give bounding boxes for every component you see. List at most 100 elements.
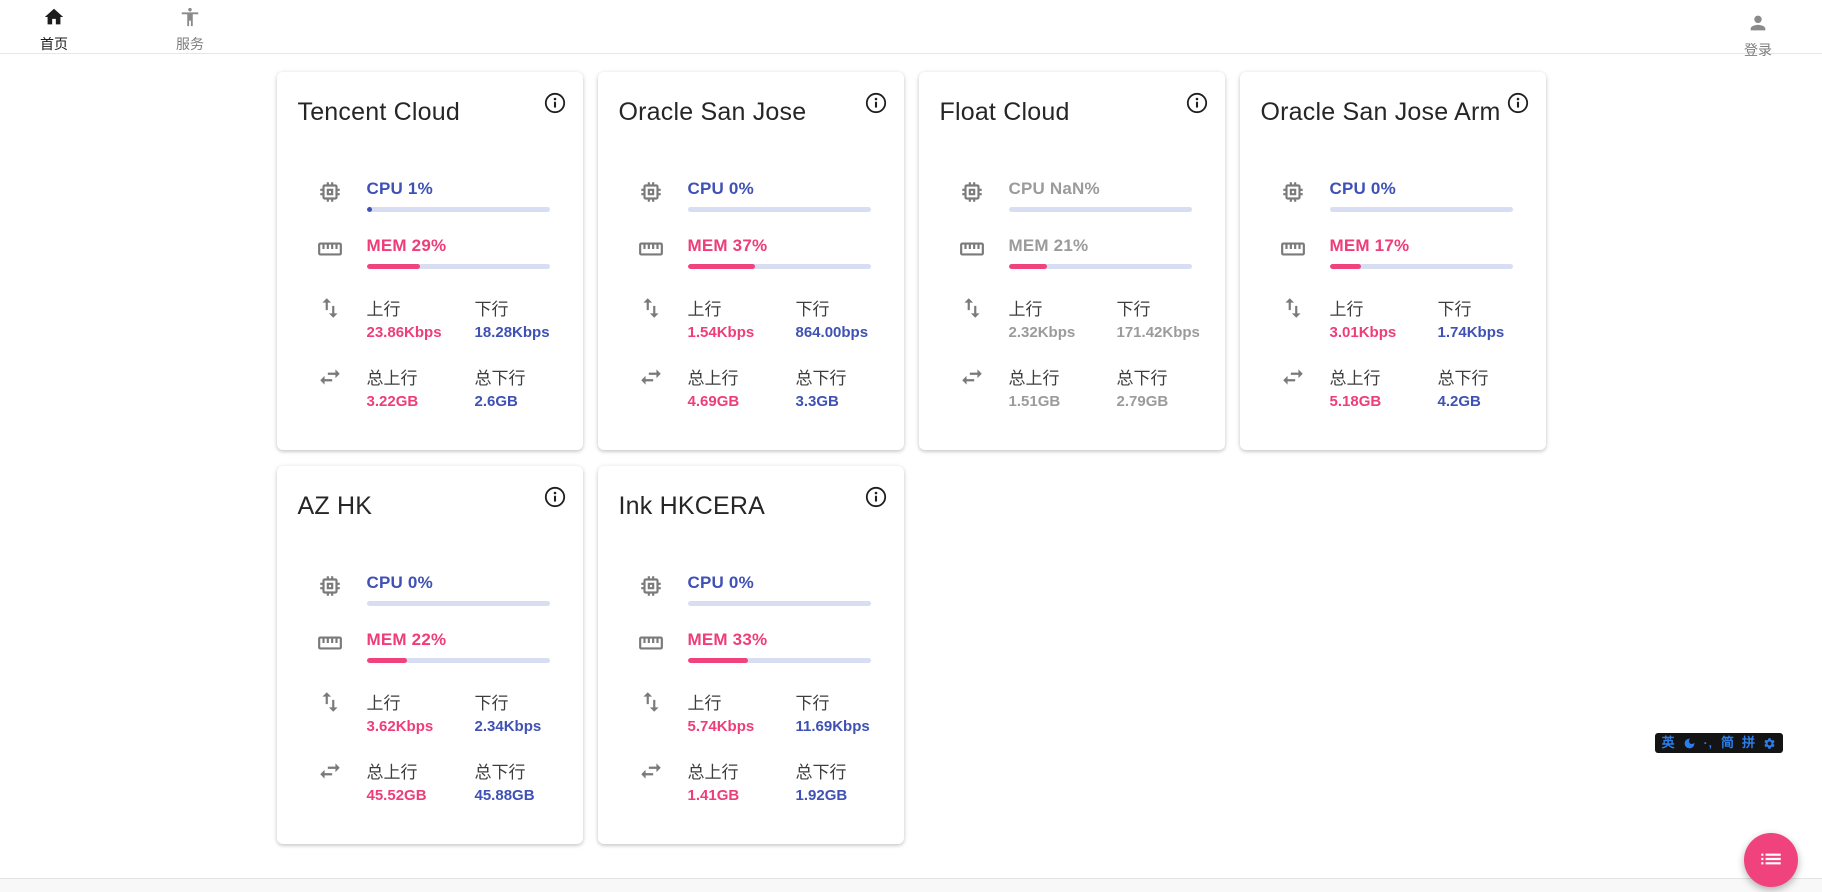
memory-ruler-icon <box>1256 236 1330 262</box>
cpu-chip-icon <box>293 573 367 599</box>
info-icon[interactable] <box>1506 91 1530 115</box>
nav-services-label: 服务 <box>176 35 204 52</box>
net-total-row: 总上行 3.22GB 总下行 2.6GB <box>293 364 550 410</box>
up-down-arrows-icon <box>935 295 1009 321</box>
memory-ruler-icon <box>935 236 1009 262</box>
server-card: AZ HK CPU 0% MEM <box>276 466 583 844</box>
server-name: Float Cloud <box>939 98 1070 126</box>
top-nav: 首页 服务 登录 <box>0 0 1822 58</box>
swap-arrows-icon <box>614 758 688 784</box>
mem-label: MEM 37% <box>687 236 768 255</box>
info-icon[interactable] <box>543 485 567 509</box>
cpu-chip-icon <box>293 179 367 205</box>
server-card: Oracle San Jose CPU 0% <box>597 72 904 450</box>
nav-login-label: 登录 <box>1744 42 1772 58</box>
cpu-row: CPU 0% <box>614 179 871 212</box>
nav-item-home[interactable]: 首页 <box>22 0 86 54</box>
upload-label: 上行 <box>366 300 401 319</box>
total-upload-value: 1.51GB <box>1008 393 1061 410</box>
download-speed: 18.28Kbps <box>474 324 550 341</box>
server-stats: CPU 0% MEM 17% <box>1240 179 1546 410</box>
total-upload-label: 总上行 <box>366 763 418 782</box>
cpu-chip-icon <box>1256 179 1330 205</box>
ime-simplified-toggle[interactable]: 简 <box>1720 735 1734 750</box>
upload-label: 上行 <box>687 694 722 713</box>
mem-progress-bar <box>1329 264 1513 269</box>
upload-speed: 1.54Kbps <box>687 324 755 341</box>
cpu-progress-bar <box>1008 207 1192 212</box>
total-upload-label: 总上行 <box>687 763 739 782</box>
net-speed-row: 上行 2.32Kbps 下行 171.42Kbps <box>935 295 1200 341</box>
cpu-row: CPU 0% <box>1256 179 1513 212</box>
nav-item-login[interactable]: 登录 <box>1726 6 1790 60</box>
server-card: Tencent Cloud CPU 1% <box>276 72 583 450</box>
cpu-progress-bar <box>1329 207 1513 212</box>
info-icon[interactable] <box>864 485 888 509</box>
person-icon <box>1747 12 1769 39</box>
upload-speed: 3.62Kbps <box>366 718 434 735</box>
server-name: Ink HKCERA <box>618 492 765 520</box>
total-download-value: 3.3GB <box>795 393 839 410</box>
ime-language-toggle[interactable]: 英 <box>1661 735 1675 750</box>
total-download-value: 1.92GB <box>795 787 848 804</box>
moon-icon[interactable] <box>1683 737 1696 750</box>
net-speed-row: 上行 3.01Kbps 下行 1.74Kbps <box>1256 295 1513 341</box>
mem-label: MEM 29% <box>366 236 447 255</box>
download-label: 下行 <box>474 300 509 319</box>
total-download-value: 2.79GB <box>1116 393 1169 410</box>
nav-item-services[interactable]: 服务 <box>158 0 222 54</box>
server-list-fab[interactable] <box>1744 833 1798 887</box>
cpu-progress-bar <box>687 601 871 606</box>
download-speed: 864.00bps <box>795 324 869 341</box>
download-label: 下行 <box>474 694 509 713</box>
total-download-label: 总下行 <box>795 369 847 388</box>
server-stats: CPU 0% MEM 33% <box>598 573 904 804</box>
mem-row: MEM 33% <box>614 630 871 663</box>
upload-speed: 3.01Kbps <box>1329 324 1397 341</box>
total-upload-value: 3.22GB <box>366 393 419 410</box>
cpu-label: CPU 0% <box>1329 179 1396 198</box>
download-speed: 11.69Kbps <box>795 718 870 735</box>
ime-punctuation-toggle[interactable]: ·, <box>1703 736 1713 750</box>
cpu-label: CPU 0% <box>687 573 754 592</box>
mem-row: MEM 37% <box>614 236 871 269</box>
download-label: 下行 <box>1116 300 1151 319</box>
info-icon[interactable] <box>543 91 567 115</box>
net-total-row: 总上行 45.52GB 总下行 45.88GB <box>293 758 550 804</box>
mem-progress-bar <box>687 264 871 269</box>
net-total-row: 总上行 1.51GB 总下行 2.79GB <box>935 364 1192 410</box>
mem-progress-bar <box>687 658 871 663</box>
total-upload-label: 总上行 <box>1329 369 1381 388</box>
cpu-row: CPU 0% <box>293 573 550 606</box>
mem-progress-bar <box>1008 264 1192 269</box>
ime-pinyin-toggle[interactable]: 拼 <box>1741 735 1755 750</box>
home-icon <box>43 6 65 33</box>
cpu-progress-bar <box>687 207 871 212</box>
cpu-progress-bar <box>366 601 550 606</box>
total-upload-value: 1.41GB <box>687 787 740 804</box>
upload-speed: 23.86Kbps <box>366 324 442 341</box>
list-icon <box>1758 846 1784 875</box>
footer-divider <box>0 878 1822 892</box>
upload-label: 上行 <box>687 300 722 319</box>
total-download-value: 4.2GB <box>1437 393 1481 410</box>
cpu-row: CPU 0% <box>614 573 871 606</box>
net-total-row: 总上行 5.18GB 总下行 4.2GB <box>1256 364 1513 410</box>
server-name: AZ HK <box>297 492 373 520</box>
info-icon[interactable] <box>864 91 888 115</box>
upload-label: 上行 <box>1008 300 1043 319</box>
swap-arrows-icon <box>935 364 1009 390</box>
up-down-arrows-icon <box>614 689 688 715</box>
info-icon[interactable] <box>1185 91 1209 115</box>
net-speed-row: 上行 1.54Kbps 下行 864.00bps <box>614 295 871 341</box>
total-download-label: 总下行 <box>474 763 526 782</box>
net-total-row: 总上行 1.41GB 总下行 1.92GB <box>614 758 871 804</box>
total-upload-value: 45.52GB <box>366 787 427 804</box>
memory-ruler-icon <box>614 630 688 656</box>
nav-home-label: 首页 <box>40 35 68 52</box>
mem-label: MEM 17% <box>1329 236 1410 255</box>
download-label: 下行 <box>1437 300 1472 319</box>
total-download-value: 2.6GB <box>474 393 518 410</box>
gear-icon[interactable] <box>1763 737 1776 750</box>
net-speed-row: 上行 5.74Kbps 下行 11.69Kbps <box>614 689 871 735</box>
